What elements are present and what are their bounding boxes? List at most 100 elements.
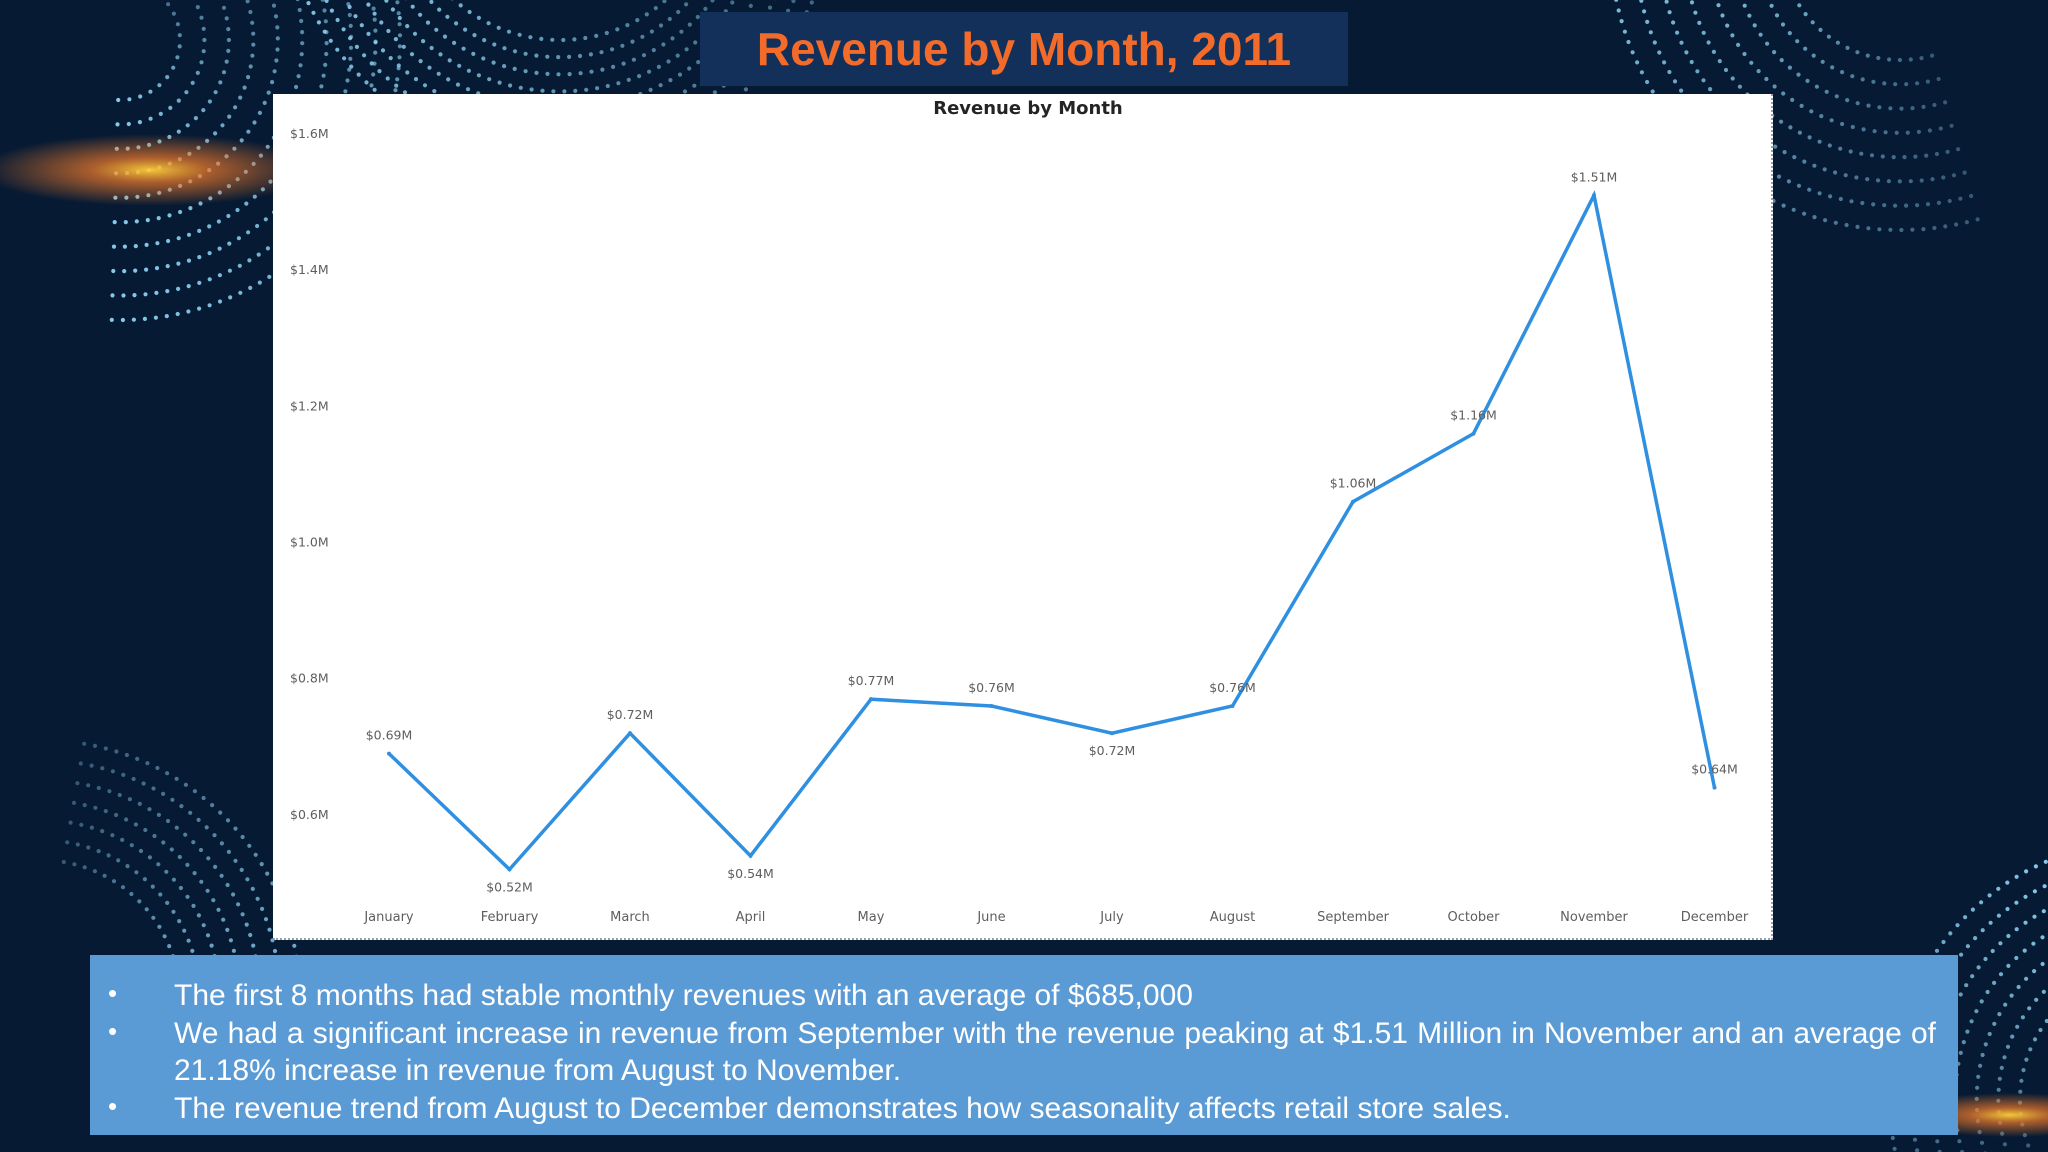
decor-dot bbox=[457, 63, 462, 68]
decor-dot bbox=[1924, 153, 1929, 158]
decor-dot bbox=[1925, 79, 1930, 84]
decor-dot bbox=[1888, 227, 1893, 232]
decor-dot bbox=[323, 19, 328, 24]
decor-dot bbox=[534, 70, 539, 75]
decor-dot bbox=[1999, 1065, 2004, 1070]
decor-dot bbox=[434, 27, 439, 32]
decor-dot bbox=[239, 867, 244, 873]
decor-dot bbox=[556, 72, 561, 77]
decor-dot bbox=[145, 761, 150, 766]
decor-dot bbox=[110, 833, 115, 838]
data-point bbox=[989, 703, 994, 708]
decor-dot bbox=[578, 71, 583, 76]
decor-dot bbox=[237, 263, 242, 268]
decor-dot bbox=[155, 241, 160, 246]
decor-dot bbox=[658, 83, 663, 88]
decor-dot bbox=[1936, 200, 1941, 205]
decor-dot bbox=[109, 317, 114, 322]
decor-dot bbox=[1978, 1063, 1983, 1068]
decor-dot bbox=[207, 277, 212, 282]
decor-dot bbox=[377, 69, 382, 74]
decor-dot bbox=[687, 66, 692, 71]
decor-dot bbox=[110, 769, 115, 774]
decor-dot bbox=[244, 201, 249, 206]
decor-dot bbox=[447, 58, 452, 63]
decor-dot bbox=[1843, 173, 1848, 178]
decor-dot bbox=[1736, 42, 1741, 48]
data-label: $0.54M bbox=[727, 866, 774, 881]
decor-dot bbox=[1849, 199, 1854, 204]
decor-dot bbox=[100, 829, 105, 834]
decor-dot bbox=[100, 766, 105, 771]
decor-dot bbox=[1969, 1019, 1974, 1024]
decor-dot bbox=[186, 258, 192, 263]
decor-dot bbox=[221, 917, 226, 922]
decor-dot bbox=[143, 827, 148, 833]
decor-dot bbox=[1799, 103, 1804, 108]
decor-dot bbox=[245, 0, 250, 4]
decor-dot bbox=[1725, 23, 1730, 28]
decor-dot bbox=[1684, 50, 1689, 55]
decor-dot bbox=[1667, 10, 1672, 15]
decor-dot bbox=[481, 56, 486, 61]
decor-dot bbox=[2031, 941, 2036, 946]
decor-dot bbox=[114, 749, 119, 754]
decor-dot bbox=[692, 83, 697, 88]
decor-dot bbox=[82, 803, 87, 808]
decor-dot bbox=[201, 923, 206, 928]
decor-dot bbox=[675, 53, 680, 58]
decor-dot bbox=[458, 3, 463, 8]
notes-list: The first 8 months had stable monthly re… bbox=[108, 975, 1936, 1127]
decor-dot bbox=[129, 843, 134, 848]
decor-dot bbox=[1866, 226, 1871, 231]
decor-dot bbox=[1983, 956, 1988, 962]
decor-dot bbox=[1840, 70, 1845, 75]
decor-dot bbox=[401, 44, 406, 49]
decor-dot bbox=[219, 873, 224, 878]
decor-dot bbox=[476, 15, 481, 20]
decor-dot bbox=[397, 15, 402, 21]
decor-dot bbox=[129, 891, 134, 897]
decor-dot bbox=[605, 83, 610, 89]
decor-dot bbox=[1820, 59, 1825, 64]
decor-dot bbox=[2021, 1068, 2026, 1073]
decor-dot bbox=[342, 56, 347, 61]
decor-dot bbox=[322, 29, 327, 34]
decor-dot bbox=[1742, 51, 1747, 57]
decor-dot bbox=[176, 129, 181, 134]
decor-dot bbox=[195, 5, 200, 10]
decor-dot bbox=[648, 87, 653, 92]
decor-dot bbox=[1817, 139, 1822, 144]
decor-dot bbox=[1730, 76, 1735, 81]
decor-dot bbox=[429, 45, 434, 51]
decor-dot bbox=[662, 0, 667, 4]
decor-dot bbox=[165, 818, 171, 824]
decor-dot bbox=[236, 236, 241, 241]
decor-dot bbox=[437, 7, 442, 12]
decor-dot bbox=[65, 840, 70, 845]
decor-dot bbox=[1886, 179, 1891, 184]
decor-dot bbox=[1969, 193, 1974, 199]
decor-dot bbox=[1980, 928, 1985, 933]
decor-dot bbox=[1630, 50, 1635, 55]
slide-title-box: Revenue by Month, 2011 bbox=[700, 12, 1348, 86]
decor-dot bbox=[1961, 1040, 1966, 1045]
decor-dot bbox=[1930, 177, 1935, 182]
decor-dot bbox=[220, 123, 225, 128]
decor-dot bbox=[1948, 931, 1953, 936]
decor-dot bbox=[158, 111, 163, 116]
data-label: $0.77M bbox=[848, 673, 895, 688]
decor-dot bbox=[171, 909, 176, 914]
decor-dot bbox=[682, 89, 688, 94]
decor-dot bbox=[137, 801, 142, 807]
decor-dot bbox=[1925, 202, 1931, 207]
decor-dot bbox=[191, 903, 196, 909]
decor-dot bbox=[405, 24, 410, 29]
decor-dot bbox=[354, 44, 359, 50]
decor-dot bbox=[182, 928, 187, 933]
decor-dot bbox=[210, 803, 215, 808]
decor-dot bbox=[372, 17, 377, 22]
decor-dot bbox=[512, 66, 517, 71]
decor-dot bbox=[1998, 941, 2003, 946]
decor-dot bbox=[120, 837, 125, 843]
